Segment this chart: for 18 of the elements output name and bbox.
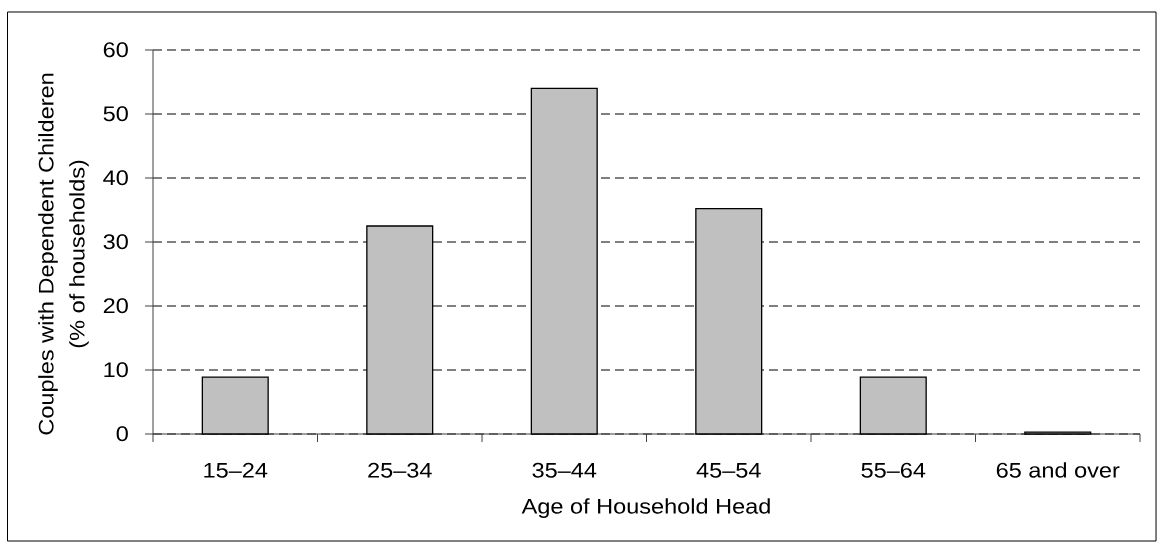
bar <box>530 87 598 435</box>
bar <box>201 376 269 435</box>
y-axis-title: Couples with Dependent Childeren (% of households) <box>38 73 89 435</box>
y-tick-label: 60 <box>103 42 128 58</box>
y-tick-label: 40 <box>103 170 128 186</box>
y-tick-label: 20 <box>103 298 128 314</box>
y-tick-label: 10 <box>104 362 128 378</box>
x-tick-label: 25–34 <box>368 462 432 478</box>
x-axis-title: Age of Household Head <box>521 498 770 518</box>
x-tick-label: 15–24 <box>204 462 268 478</box>
x-tick-label: 55–64 <box>861 462 926 478</box>
bar <box>859 376 927 435</box>
y-tick-label: 30 <box>103 234 128 250</box>
x-tick-label: 35–44 <box>532 462 597 478</box>
x-tick-label: 45–54 <box>696 463 761 478</box>
y-tick-label: 50 <box>103 106 128 122</box>
y-tick-label: 0 <box>116 426 128 442</box>
x-tick-label: 65 and over <box>996 462 1120 478</box>
